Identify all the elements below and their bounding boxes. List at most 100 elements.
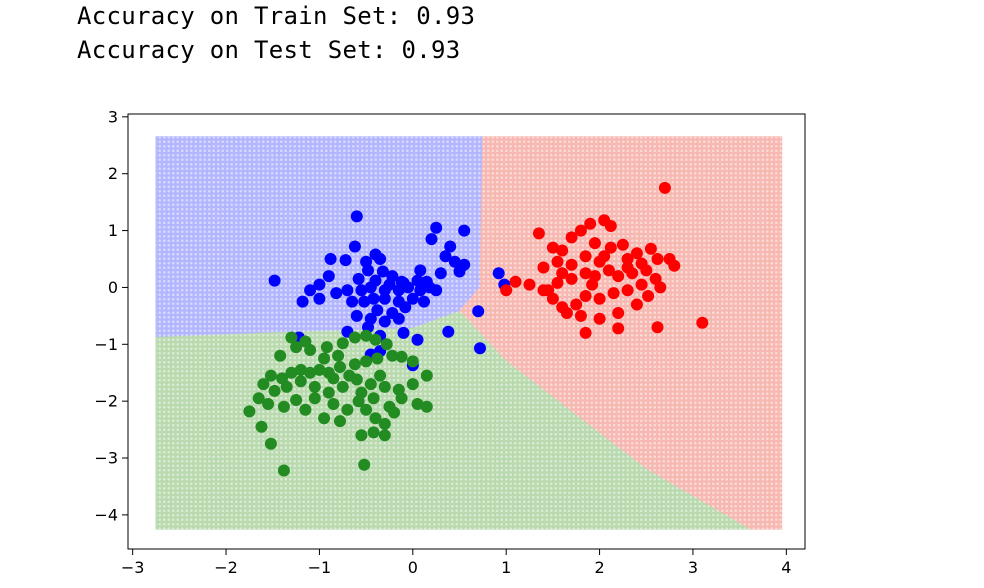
data-point [364,281,377,294]
data-point [355,284,368,297]
data-point [257,378,270,391]
data-point [343,369,356,382]
data-point [430,284,443,297]
data-point [612,270,625,283]
data-point [621,284,634,297]
data-point [277,464,290,477]
data-point [371,304,384,317]
data-point [367,392,380,405]
data-point [584,217,597,230]
data-point [579,290,592,302]
data-point [532,227,545,240]
data-point [378,380,391,393]
data-point [406,378,419,391]
data-point [290,394,303,406]
data-point [285,366,298,379]
data-point [350,210,363,223]
x-tick-label: 2 [594,558,604,577]
y-tick-label: −4 [94,505,118,524]
data-point [358,295,371,308]
data-point [397,326,410,339]
y-tick-label: 2 [108,164,118,183]
data-point [334,415,346,428]
data-point [621,261,634,274]
data-point [593,312,606,325]
data-point [341,403,354,416]
data-point [262,398,275,410]
data-point [523,278,536,291]
data-point [546,241,559,254]
data-point [630,247,643,260]
data-point [551,255,564,268]
data-point [574,224,587,237]
data-point [425,233,438,246]
data-point [453,265,466,278]
data-point [414,264,427,277]
data-point [376,265,389,278]
data-point [313,292,326,305]
data-point [458,224,471,237]
data-point [434,267,447,280]
data-point [395,392,408,405]
data-point [418,295,430,308]
x-tick-label: −1 [308,558,332,577]
data-point [509,275,522,288]
data-point [364,378,377,391]
data-point [264,369,277,382]
data-point [395,350,408,363]
data-point [339,254,352,267]
x-tick-label: 1 [501,558,511,577]
y-tick-label: 3 [108,107,118,126]
data-point [668,259,681,272]
data-point [378,315,391,328]
data-point [621,253,634,265]
data-point [290,341,303,354]
data-point [369,412,382,425]
data-points [243,181,709,477]
data-point [556,244,569,257]
data-point [448,255,461,268]
decision-regions [155,136,783,530]
data-point [420,369,433,382]
data-point [268,274,281,287]
x-tick-label: 0 [408,558,418,577]
data-point [616,238,629,251]
data-point [598,250,611,263]
data-point [308,380,321,393]
data-point [268,384,281,397]
data-point [378,429,391,442]
data-point [299,403,312,416]
data-point [411,274,424,287]
data-point [313,363,326,376]
data-point [604,220,617,232]
data-point [322,270,335,283]
data-point [442,325,455,338]
y-tick-label: −1 [94,335,118,354]
data-point [658,181,671,194]
data-point [367,292,380,305]
data-point [350,309,363,322]
data-point [635,278,648,291]
data-point [285,331,298,344]
region-grid-texture [156,136,782,530]
data-point [346,295,359,308]
data-point [604,241,617,254]
data-point [341,284,354,297]
data-point [380,338,393,351]
data-point [651,321,664,334]
data-point [352,272,365,285]
data-point [397,276,410,289]
x-tick-label: 3 [688,558,698,577]
data-point [386,349,399,362]
data-point [348,331,361,344]
data-point [299,335,312,348]
data-point [399,301,412,314]
data-point [696,316,709,329]
data-point [355,386,368,399]
data-point [588,237,601,250]
y-tick-label: 0 [108,278,118,297]
data-point [472,305,485,318]
data-point [348,358,361,371]
data-point [492,267,505,280]
data-point [439,250,452,263]
